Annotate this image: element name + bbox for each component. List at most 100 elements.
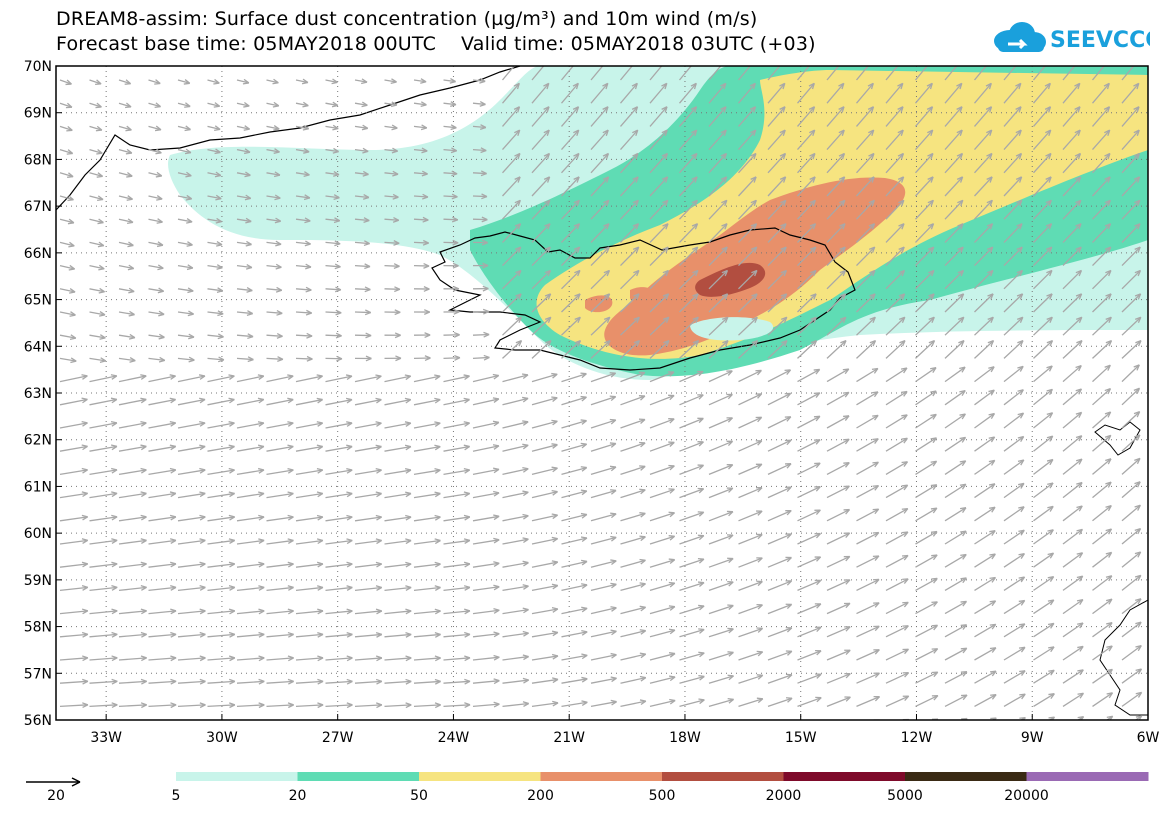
wind-arrow	[856, 293, 876, 313]
wind-arrow	[620, 82, 638, 104]
wind-arrow	[1062, 435, 1083, 452]
wind-arrow	[1062, 129, 1081, 151]
wind-arrow	[561, 340, 582, 359]
wind-arrow	[384, 444, 412, 452]
wind-arrow	[708, 340, 729, 359]
wind-arrow	[502, 677, 529, 684]
wind-arrow	[797, 626, 822, 638]
wind-arrow	[856, 578, 880, 591]
wind-arrow	[915, 223, 935, 243]
wind-arrow	[1152, 669, 1171, 684]
wind-arrow	[679, 534, 705, 545]
wind-arrow	[502, 630, 529, 638]
wind-arrow	[621, 723, 646, 729]
wind-arrow	[620, 582, 646, 592]
wind-arrow	[974, 199, 993, 220]
wind-arrow	[472, 124, 487, 130]
wind-arrow	[384, 124, 398, 131]
wind-arrow	[885, 293, 906, 313]
wind-arrow	[797, 509, 821, 522]
wind-arrow	[856, 461, 879, 475]
wind-arrow	[266, 263, 282, 270]
wind-arrow	[502, 654, 529, 661]
wind-arrow	[826, 340, 847, 359]
colorbar-swatch	[540, 772, 663, 781]
wind-arrow	[1152, 435, 1169, 452]
wind-arrow	[325, 147, 339, 154]
dust-colorbar: 5 20 50 200 500 2000 5000 20000	[172, 772, 1149, 804]
wind-arrow	[561, 442, 588, 452]
wind-arrow	[708, 440, 734, 452]
wind-arrow	[266, 421, 294, 429]
wind-arrow	[974, 412, 996, 429]
colorbar-label: 20000	[1004, 788, 1049, 804]
wind-arrow	[236, 374, 265, 383]
wind-arrow	[60, 750, 88, 755]
wind-arrow	[620, 535, 646, 545]
wind-arrow	[915, 530, 938, 545]
wind-arrow	[443, 239, 459, 246]
wind-arrow	[413, 309, 431, 315]
wind-arrow	[649, 441, 675, 452]
wind-arrow	[354, 702, 383, 709]
wind-arrow	[1033, 575, 1055, 591]
wind-arrow	[974, 693, 997, 707]
wind-arrow	[767, 439, 792, 452]
wind-arrow	[325, 78, 338, 85]
wind-arrow	[295, 655, 324, 662]
wind-arrow	[207, 310, 224, 317]
wind-arrow	[59, 195, 74, 202]
scotland-coast	[1099, 599, 1148, 716]
wind-arrow	[590, 535, 617, 545]
wind-arrow	[767, 152, 787, 174]
wind-arrow	[354, 147, 369, 154]
wind-arrow	[708, 557, 734, 568]
lat-label: 66N	[24, 246, 52, 262]
wind-arrow	[531, 466, 558, 476]
wind-arrow	[738, 129, 757, 151]
colorbar-swatch	[176, 772, 298, 781]
wind-arrow	[1033, 599, 1055, 615]
lon-label: 24W	[438, 730, 470, 746]
wind-arrow	[149, 726, 177, 731]
wind-arrow	[325, 585, 353, 592]
wind-arrow	[561, 176, 580, 197]
wind-arrow	[148, 195, 163, 201]
wind-arrow	[1092, 621, 1113, 638]
wind-arrow	[1121, 106, 1140, 127]
wind-arrow	[944, 530, 967, 545]
wind-arrow	[1121, 269, 1142, 290]
wind-arrow	[708, 580, 734, 592]
wind-arrow	[590, 395, 617, 406]
wind-arrow	[826, 106, 845, 127]
wind-arrow	[472, 331, 490, 338]
wind-arrow	[738, 246, 758, 267]
wind-arrow	[1032, 66, 1046, 81]
wind-arrow	[177, 702, 206, 709]
wind-arrow	[590, 676, 617, 684]
wind-arrow	[413, 631, 441, 638]
lat-label: 67N	[24, 199, 52, 215]
wind-arrow	[1092, 598, 1113, 615]
lon-label: 15W	[785, 730, 817, 746]
wind-arrow	[944, 152, 964, 174]
wind-arrow	[502, 152, 521, 174]
wind-arrow	[1003, 529, 1025, 545]
wind-arrow	[826, 579, 851, 591]
wind-arrow	[797, 556, 822, 568]
wind-arrow	[649, 418, 675, 429]
wind-arrow	[1062, 340, 1083, 359]
wind-arrow	[59, 218, 75, 225]
wind-arrow	[325, 444, 353, 452]
wind-arrow	[915, 554, 938, 568]
wind-arrow	[384, 240, 400, 246]
wind-arrow	[1121, 434, 1141, 452]
wind-arrow	[1003, 66, 1017, 81]
wind-arrow	[413, 608, 441, 615]
wind-arrow	[236, 631, 265, 638]
wind-arrow	[885, 246, 905, 267]
wind-arrow	[767, 223, 787, 243]
wind-arrow	[1092, 223, 1112, 243]
wind-arrow	[295, 608, 324, 615]
colorbar-swatch	[783, 772, 906, 781]
